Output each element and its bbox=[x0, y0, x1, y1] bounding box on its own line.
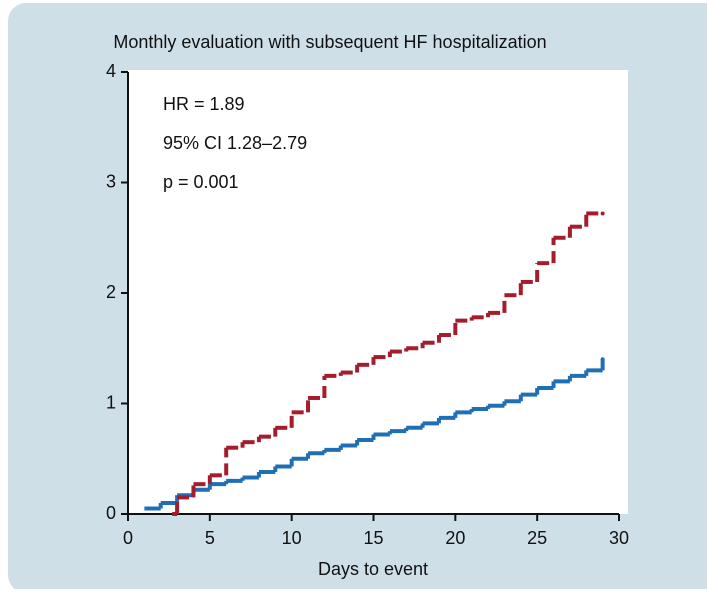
y-tick-label: 4 bbox=[106, 61, 116, 81]
y-tick-label: 3 bbox=[106, 171, 116, 191]
annotation: 95% CI 1.28–2.79 bbox=[163, 133, 307, 153]
x-tick-label: 0 bbox=[123, 528, 133, 548]
x-tick-label: 20 bbox=[445, 528, 465, 548]
x-tick-label: 5 bbox=[205, 528, 215, 548]
step-end bbox=[600, 357, 605, 362]
x-tick-label: 25 bbox=[527, 528, 547, 548]
x-tick-label: 15 bbox=[363, 528, 383, 548]
chart-title: Monthly evaluation with subsequent HF ho… bbox=[113, 32, 546, 52]
y-tick-label: 1 bbox=[106, 392, 116, 412]
x-axis-label: Days to event bbox=[318, 559, 428, 579]
step-end bbox=[600, 211, 605, 216]
annotation: HR = 1.89 bbox=[163, 94, 245, 114]
y-tick-label: 2 bbox=[106, 282, 116, 302]
plot-area bbox=[128, 70, 628, 514]
y-tick-label: 0 bbox=[106, 503, 116, 523]
x-tick-label: 30 bbox=[609, 528, 629, 548]
x-tick-label: 10 bbox=[282, 528, 302, 548]
annotation: p = 0.001 bbox=[163, 172, 239, 192]
